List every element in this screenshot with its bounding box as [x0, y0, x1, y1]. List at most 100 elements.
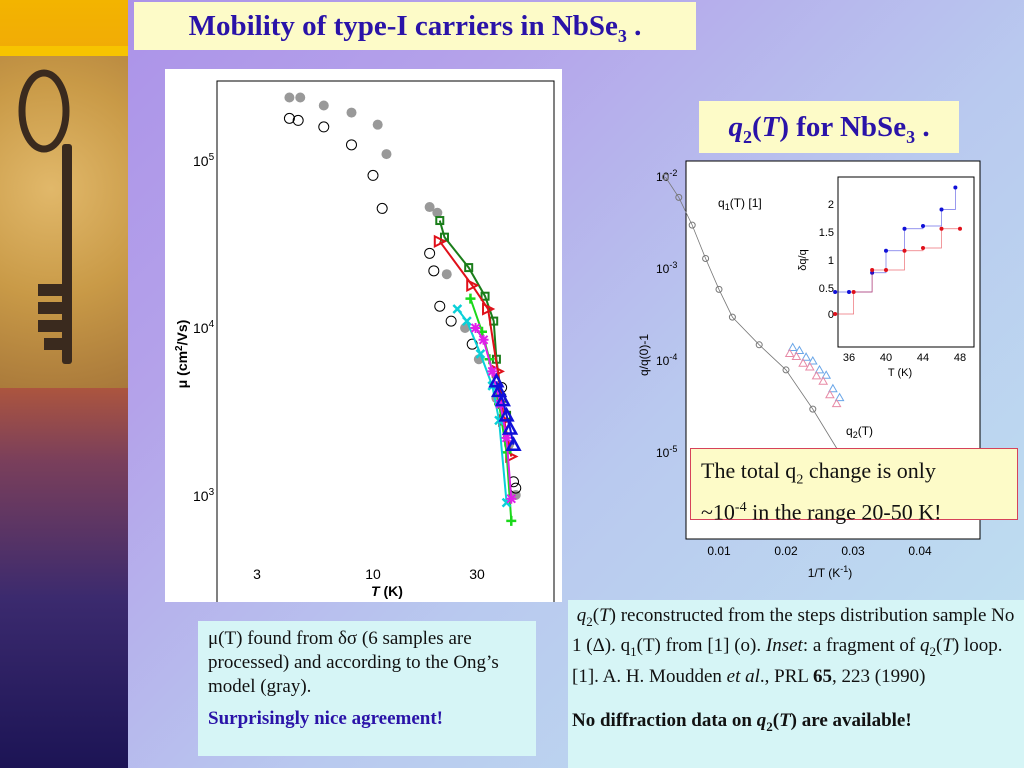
point-open-circle	[283, 112, 295, 124]
y-tick-1e3: 103	[193, 487, 215, 504]
x-tick-3: 3	[253, 566, 261, 582]
q2-point	[794, 345, 805, 355]
inset-point-blue	[902, 226, 907, 231]
point-red-triangle	[466, 278, 480, 292]
q1-line	[665, 176, 840, 454]
agreement-note: Surprisingly nice agreement!	[208, 708, 444, 729]
y-axis-label: μ (cm2/Vs)	[174, 320, 190, 389]
key-image	[0, 56, 128, 388]
q1-point	[755, 341, 763, 349]
point-open-circle	[367, 169, 379, 181]
point-magenta-star	[478, 334, 489, 345]
inset-point-red	[884, 268, 888, 272]
q2-point	[828, 383, 838, 393]
point-gray-dot	[284, 92, 295, 103]
inset-point-red	[851, 290, 856, 294]
inset-x-tick-40: 40	[880, 352, 892, 364]
inset-y-label: δq/q	[797, 249, 809, 270]
inset-point-blue	[884, 248, 888, 253]
point-magenta-star	[501, 432, 512, 443]
point-green-plus	[506, 515, 517, 526]
q1-point	[702, 255, 710, 263]
q1-point	[661, 173, 669, 181]
inset-point-red	[958, 226, 962, 231]
inset-point-red	[902, 248, 907, 253]
q1-point	[782, 366, 790, 374]
inset-x-tick-48: 48	[954, 352, 966, 364]
point-open-circle	[445, 315, 457, 327]
point-magenta-star	[470, 323, 481, 333]
series-line-blue-triangle	[495, 380, 515, 445]
inset-y-tick-2: 2	[828, 199, 834, 211]
point-open-circle	[434, 300, 446, 312]
point-gray-dot	[432, 207, 443, 218]
point-gray-dot	[460, 323, 471, 333]
point-open-circle	[428, 265, 440, 277]
point-gray-dot	[381, 149, 392, 160]
point-gray-dot	[295, 92, 306, 103]
point-gray-dot	[424, 202, 435, 213]
q2-change-note: The total q2 change is only ~10-4 in the…	[690, 448, 1018, 525]
point-open-circle	[318, 121, 330, 133]
q2-point	[821, 370, 832, 379]
x-tick-30: 30	[469, 566, 485, 582]
q2-point	[807, 355, 818, 365]
mobility-caption: μ(T) found from δσ (6 samples are proces…	[198, 621, 536, 756]
inset-point-blue	[847, 290, 851, 294]
inset-point-red	[921, 246, 925, 250]
q1-point	[675, 193, 683, 201]
point-cyan-x	[475, 348, 486, 359]
q2-point	[798, 358, 808, 367]
inset-y-tick-1: 1	[828, 255, 834, 267]
x-tick-10: 10	[365, 566, 381, 582]
q2-caption: q2(T) reconstructed from the steps distr…	[568, 600, 1024, 768]
inset-point-blue	[953, 185, 958, 190]
point-magenta-star	[506, 493, 517, 504]
q2-point	[787, 342, 798, 352]
sidebar-stripe	[0, 46, 128, 58]
point-cyan-x	[452, 304, 463, 314]
q2-label: q2(T)	[846, 424, 873, 440]
point-magenta-star	[487, 366, 498, 377]
inset-x-tick-36: 36	[843, 352, 855, 364]
point-blue-triangle	[498, 406, 515, 422]
inset-point-red	[870, 268, 875, 272]
point-gray-dot	[372, 119, 383, 130]
inset-point-blue	[939, 207, 944, 212]
q1-point	[688, 221, 696, 229]
point-open-circle	[376, 202, 388, 214]
reference: [1]. A. H. Moudden et al., PRL 65, 223 (…	[572, 665, 926, 687]
point-open-circle	[346, 139, 358, 151]
q2-point	[791, 351, 802, 361]
x-tick-0.03: 0.03	[841, 544, 865, 558]
y-tick-1e-4: 10-4	[656, 352, 677, 368]
q2-title: q2(T) for NbSe3 .	[699, 101, 959, 153]
q2-point	[818, 376, 829, 385]
q1-point	[728, 313, 736, 321]
q2-point	[834, 392, 845, 402]
inset-point-red	[833, 312, 838, 316]
point-blue-triangle	[494, 391, 511, 407]
q1-point	[715, 285, 723, 293]
mobility-caption-text: μ(T) found from δσ (6 samples are proces…	[208, 628, 499, 697]
point-green-square	[435, 216, 445, 226]
inset-x-tick-44: 44	[917, 352, 929, 364]
point-gray-dot	[318, 100, 329, 111]
point-blue-triangle	[502, 419, 519, 435]
y-tick-1e-2: 10-2	[656, 168, 677, 184]
q2-point	[831, 398, 842, 408]
mobility-plot: 105 104 103 3 10 30 T (K) μ (cm2/Vs)	[174, 80, 555, 627]
inset-y-tick-0: 0	[828, 309, 834, 321]
q1-point	[809, 405, 817, 413]
point-gray-dot	[346, 107, 357, 118]
point-cyan-x	[462, 316, 472, 326]
y-tick-1e-5: 10-5	[656, 444, 677, 460]
point-open-circle	[424, 247, 436, 259]
y-tick-1e-3: 10-3	[656, 260, 677, 276]
x-tick-0.02: 0.02	[774, 544, 798, 558]
mobility-chart: 105 104 103 3 10 30 T (K) μ (cm2/Vs)	[165, 69, 562, 627]
q2-point	[825, 389, 835, 399]
q2-point	[784, 348, 795, 358]
point-blue-triangle	[488, 372, 505, 388]
point-open-circle	[292, 114, 304, 126]
